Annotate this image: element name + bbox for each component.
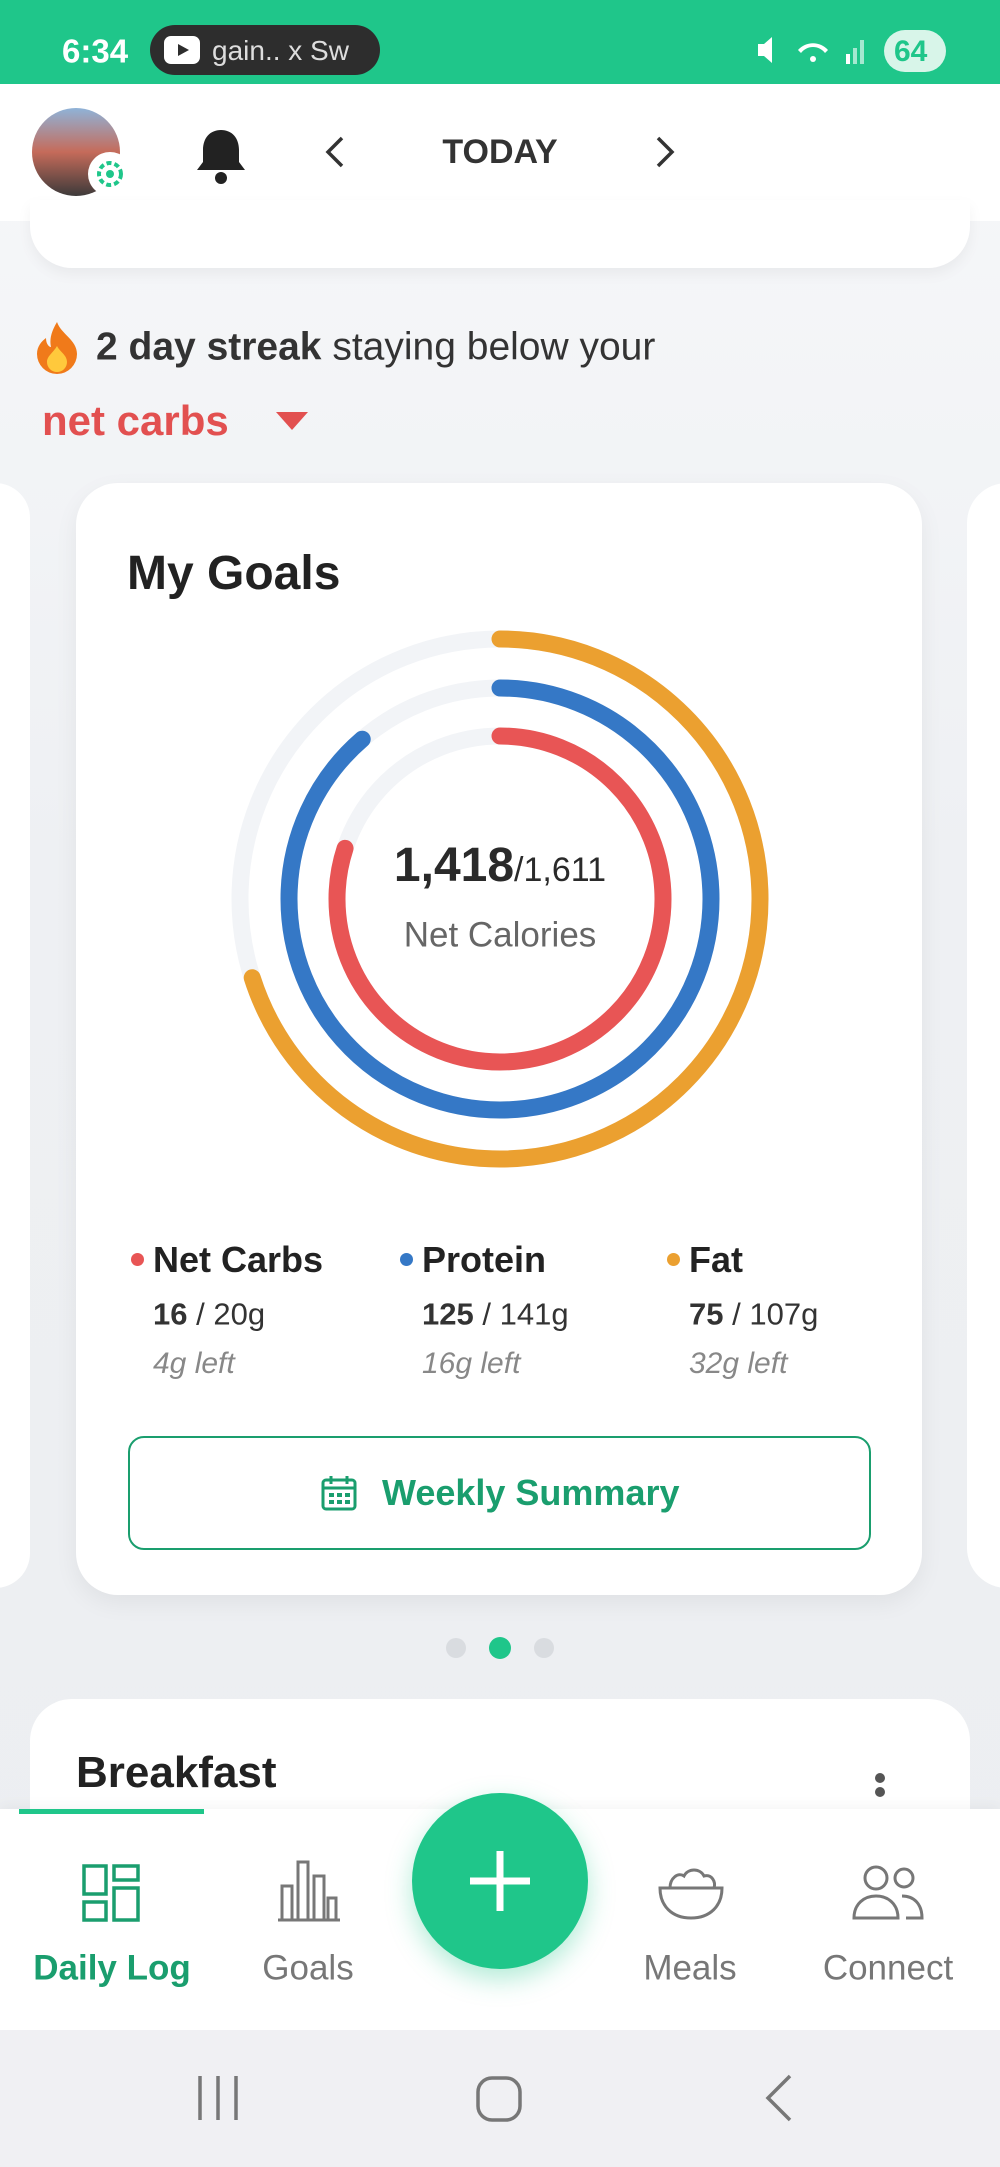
meal-title: Breakfast xyxy=(76,1748,277,1797)
legend-dot xyxy=(131,1253,144,1266)
legend-dot xyxy=(667,1253,680,1266)
media-text: gain.. x Sw xyxy=(212,35,349,66)
system-nav-buttons xyxy=(198,2074,792,2122)
system-nav xyxy=(0,2030,1000,2167)
macro-goal: 107 xyxy=(749,1296,802,1332)
streak-metric[interactable]: net carbs xyxy=(42,397,229,444)
macro-unit: g xyxy=(801,1296,819,1332)
calories-consumed: 1,418 xyxy=(393,839,515,892)
ring-progress xyxy=(280,679,720,1119)
date-title: TODAY xyxy=(442,133,558,171)
nav-label[interactable]: Daily Log xyxy=(33,1948,191,1988)
more-menu[interactable] xyxy=(872,1772,888,1812)
macro-remaining: 4g left xyxy=(153,1347,235,1380)
calories-goal: 1,611 xyxy=(523,851,607,889)
macro-values: 125 / 141g xyxy=(422,1299,569,1330)
macro-consumed: 16 xyxy=(153,1296,188,1332)
macro-values: 16 / 20g xyxy=(153,1299,265,1330)
streak-rest: staying below your xyxy=(332,325,656,369)
macro-consumed: 125 xyxy=(422,1296,474,1332)
nav-label[interactable]: Goals xyxy=(262,1948,354,1988)
macro-goal: 141 xyxy=(499,1296,552,1332)
macro-goal: 20 xyxy=(213,1296,248,1332)
macro-name: Net Carbs xyxy=(153,1239,324,1280)
macro-unit: g xyxy=(551,1296,569,1332)
macro-name: Fat xyxy=(689,1239,743,1280)
nav-label[interactable]: Meals xyxy=(643,1948,737,1988)
battery-level: 64 xyxy=(894,35,928,68)
nav-label[interactable]: Connect xyxy=(822,1948,954,1988)
ring-progress xyxy=(328,727,672,1071)
meals-icon[interactable] xyxy=(656,1862,726,1924)
macro-remaining: 16g left xyxy=(422,1347,521,1380)
weekly-summary-label: Weekly Summary xyxy=(382,1472,680,1513)
ring-progress xyxy=(231,630,769,1168)
battery xyxy=(884,30,946,72)
youtube-icon xyxy=(164,36,200,64)
dropdown-arrow[interactable] xyxy=(274,410,310,432)
goals-icon[interactable] xyxy=(276,1858,342,1924)
prev-day[interactable] xyxy=(320,134,350,170)
macro-unit: g xyxy=(247,1296,266,1332)
daily-log-icon[interactable] xyxy=(82,1864,142,1924)
macro-consumed: 75 xyxy=(689,1296,724,1332)
calories: 1,418/1,611 xyxy=(394,842,606,890)
bell-icon[interactable] xyxy=(193,126,249,186)
streak-highlight: 2 day streak xyxy=(96,325,322,369)
next-card xyxy=(967,483,1000,1588)
nav-indicator xyxy=(19,1809,204,1814)
status-time: 6:34 xyxy=(62,32,129,70)
macro-name: Protein xyxy=(422,1239,547,1280)
connect-icon[interactable] xyxy=(852,1862,924,1922)
legend-dot xyxy=(400,1253,413,1266)
separator: / xyxy=(732,1296,741,1332)
flame-icon xyxy=(37,322,77,374)
page-indicator xyxy=(446,1637,554,1659)
goals-card xyxy=(76,483,922,1595)
macro-values: 75 / 107g xyxy=(689,1299,818,1330)
macro-rings xyxy=(231,630,769,1168)
macro-remaining: 32g left xyxy=(689,1347,788,1380)
separator: / xyxy=(482,1296,491,1332)
weekly-summary-button[interactable] xyxy=(128,1436,871,1550)
separator: / xyxy=(196,1296,205,1332)
streak-text: 2 day streak staying below your xyxy=(96,328,655,367)
header xyxy=(0,84,1000,221)
avatar[interactable] xyxy=(30,106,140,202)
separator: / xyxy=(514,851,524,889)
collapsed-card xyxy=(30,200,970,268)
calories-label: Net Calories xyxy=(403,915,597,955)
status-icons xyxy=(758,37,864,64)
calendar-icon xyxy=(321,1476,357,1511)
card-title: My Goals xyxy=(127,547,341,600)
plus-icon xyxy=(470,1851,530,1911)
next-day[interactable] xyxy=(650,134,680,170)
prev-card xyxy=(0,483,30,1588)
